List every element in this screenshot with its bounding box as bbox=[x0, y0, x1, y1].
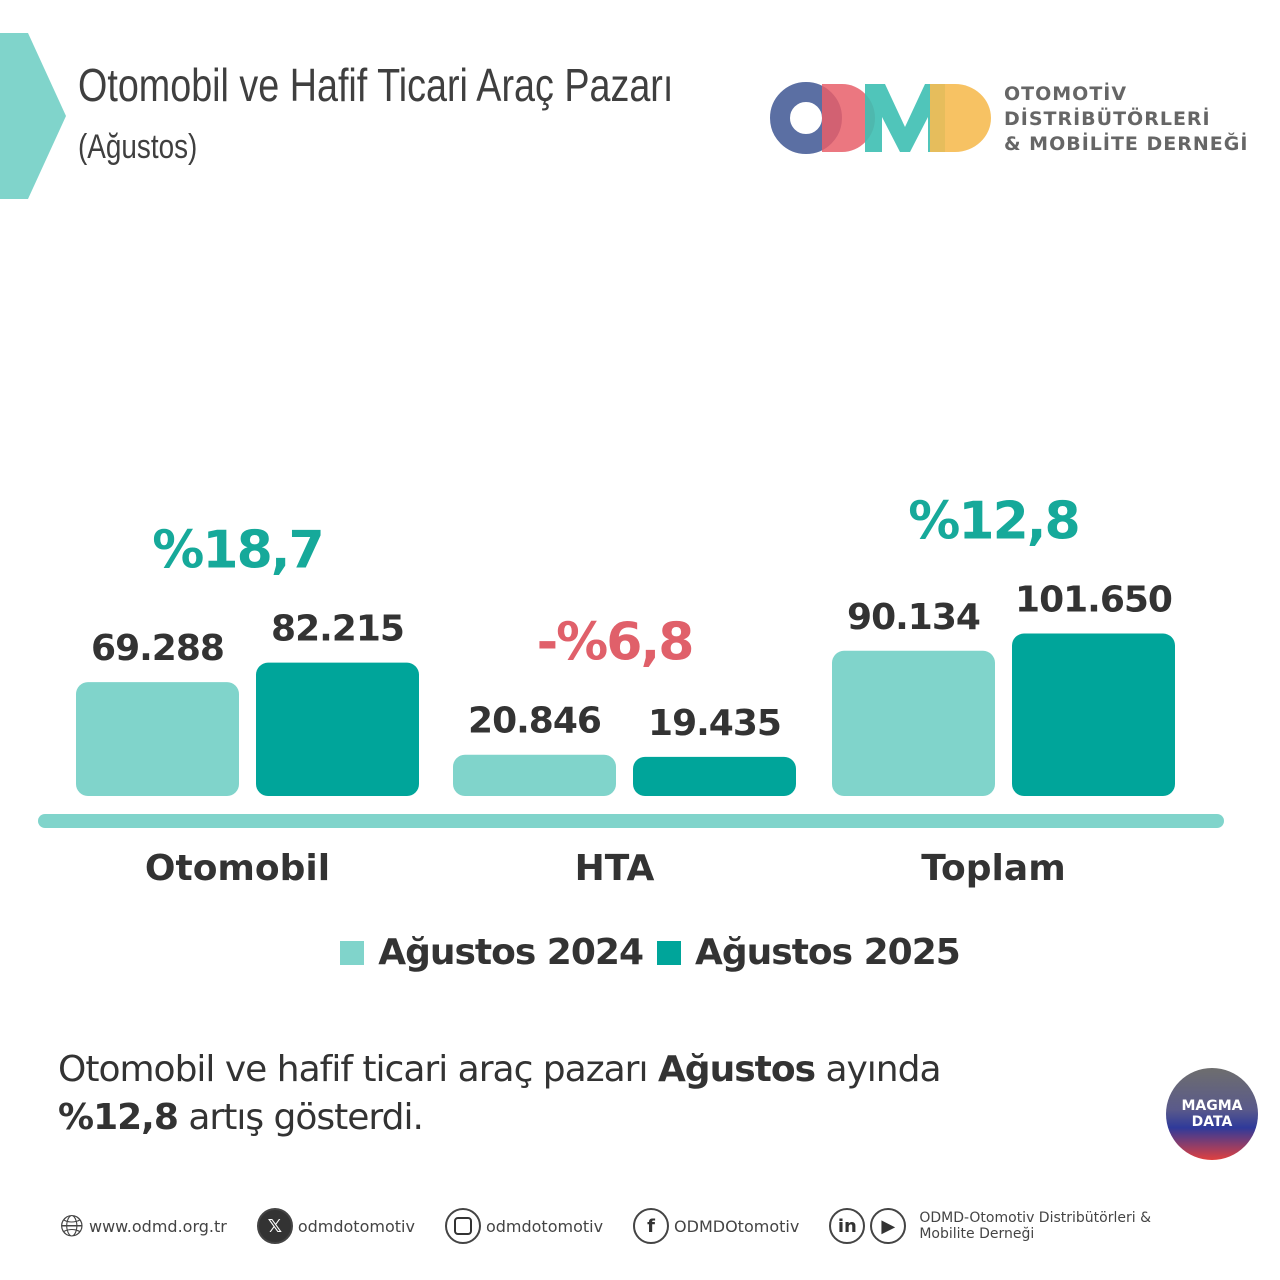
globe-icon: 🌐︎ bbox=[60, 1208, 84, 1244]
summary-text: Otomobil ve hafif ticari araç pazarı Ağu… bbox=[58, 1046, 942, 1142]
legend-swatch-2025 bbox=[657, 940, 681, 965]
magma-data-badge: MAGMA DATA bbox=[1166, 1068, 1258, 1160]
value-label: 101.650 bbox=[1015, 580, 1172, 621]
change-label: %12,8 bbox=[908, 492, 1078, 552]
header-chevron-decoration bbox=[0, 33, 66, 199]
page-subtitle: (Ağustos) bbox=[78, 128, 198, 166]
x-handle[interactable]: odmdotomotiv bbox=[297, 1216, 415, 1236]
value-label: 19.435 bbox=[648, 703, 781, 744]
summary-part: Otomobil ve hafif ticari araç pazarı bbox=[58, 1049, 658, 1090]
youtube-icon[interactable]: ▶ bbox=[870, 1208, 907, 1244]
category-label: Toplam bbox=[921, 848, 1065, 889]
chart-legend: Ağustos 2024 Ağustos 2025 bbox=[0, 932, 1280, 973]
bar-toplam-0 bbox=[832, 650, 995, 796]
footer-facebook[interactable]: f ODMDOtomotiv bbox=[633, 1208, 799, 1244]
odmd-logo bbox=[770, 82, 991, 154]
value-label: 69.288 bbox=[91, 628, 224, 669]
name-line: Mobilite Derneği bbox=[919, 1226, 1035, 1242]
instagram-icon bbox=[444, 1208, 481, 1244]
bar-otomobil-1 bbox=[256, 662, 419, 796]
footer-website[interactable]: 🌐︎ www.odmd.org.tr bbox=[60, 1209, 227, 1244]
name-line: ODMD-Otomotiv Distribütörleri & bbox=[919, 1210, 1151, 1226]
category-label: Otomobil bbox=[145, 848, 330, 889]
facebook-handle[interactable]: ODMDOtomotiv bbox=[674, 1216, 800, 1236]
page-title: Otomobil ve Hafif Ticari Araç Pazarı bbox=[78, 59, 674, 111]
category-label: HTA bbox=[575, 848, 655, 889]
footer-instagram[interactable]: odmdotomotiv bbox=[444, 1208, 604, 1244]
footer: 🌐︎ www.odmd.org.tr 𝕏 odmdotomotiv odmdot… bbox=[60, 1208, 1151, 1244]
facebook-icon: f bbox=[633, 1208, 670, 1244]
legend-label: Ağustos 2024 bbox=[378, 932, 644, 973]
summary-part: ayında bbox=[815, 1049, 941, 1090]
footer-x[interactable]: 𝕏 odmdotomotiv bbox=[256, 1208, 415, 1244]
badge-line: DATA bbox=[1191, 1114, 1233, 1130]
logo-text: OTOMOTİV DİSTRİBÜTÖRLERİ & MOBİLİTE DERN… bbox=[1004, 82, 1248, 157]
instagram-handle[interactable]: odmdotomotiv bbox=[485, 1216, 604, 1236]
legend-item-2025: Ağustos 2025 bbox=[657, 932, 961, 973]
linkedin-youtube-name: ODMD-Otomotiv Distribütörleri & Mobilite… bbox=[919, 1210, 1151, 1242]
logo-text-line: DİSTRİBÜTÖRLERİ bbox=[1004, 108, 1211, 130]
website-link[interactable]: www.odmd.org.tr bbox=[89, 1216, 227, 1236]
summary-bold: Ağustos bbox=[657, 1049, 816, 1090]
value-label: 20.846 bbox=[468, 701, 601, 742]
badge-line: MAGMA bbox=[1181, 1098, 1243, 1114]
linkedin-icon[interactable]: in bbox=[829, 1208, 866, 1244]
x-icon: 𝕏 bbox=[256, 1208, 293, 1244]
logo-text-line: & MOBİLİTE DERNEĞİ bbox=[1004, 133, 1249, 155]
summary-bold: %12,8 bbox=[58, 1097, 179, 1138]
chart-baseline bbox=[38, 814, 1224, 828]
bar-hta-1 bbox=[633, 756, 796, 796]
legend-label: Ağustos 2025 bbox=[695, 932, 961, 973]
change-label: %18,7 bbox=[152, 521, 322, 581]
bar-otomobil-0 bbox=[76, 682, 239, 796]
legend-item-2024: Ağustos 2024 bbox=[340, 932, 644, 973]
bar-chart: 69.288 82.215 %18,7 Otomobil 20.846 19.435 -%6… bbox=[38, 492, 1224, 889]
legend-swatch-2024 bbox=[340, 940, 365, 965]
change-label: -%6,8 bbox=[537, 613, 693, 673]
bar-hta-0 bbox=[453, 754, 616, 796]
footer-linkedin-youtube[interactable]: in ▶ ODMD-Otomotiv Distribütörleri & Mob… bbox=[829, 1208, 1151, 1244]
summary-part: artış gösterdi. bbox=[177, 1097, 424, 1138]
logo-text-line: OTOMOTİV bbox=[1004, 83, 1128, 105]
value-label: 82.215 bbox=[271, 609, 404, 650]
value-label: 90.134 bbox=[847, 597, 980, 638]
bar-toplam-1 bbox=[1012, 633, 1175, 796]
